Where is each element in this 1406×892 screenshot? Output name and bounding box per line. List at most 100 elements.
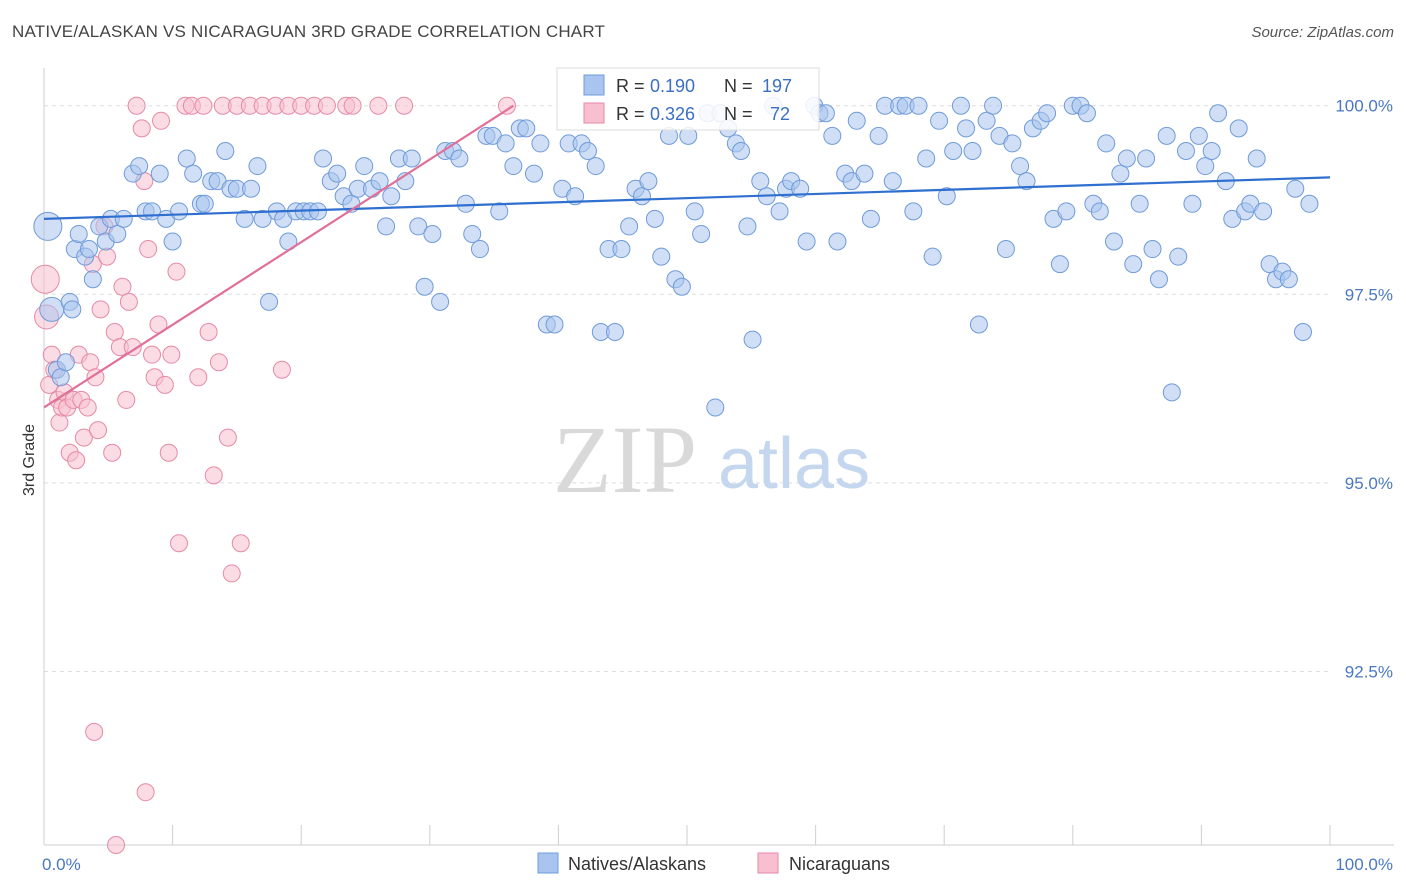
- x-tick-label: 0.0%: [42, 855, 81, 874]
- data-point: [370, 172, 389, 191]
- watermark-zip: ZIP: [553, 406, 697, 513]
- data-point: [743, 330, 762, 349]
- data-point: [136, 783, 155, 802]
- data-point: [791, 179, 810, 198]
- legend-r-label: R =: [616, 76, 645, 96]
- data-point: [409, 217, 428, 236]
- source-credit: Source: ZipAtlas.com: [1251, 24, 1394, 41]
- data-point: [74, 428, 93, 447]
- data-point: [204, 466, 223, 485]
- data-point: [1286, 179, 1305, 198]
- stats-legend: R = 0.190 N = 197 R = 0.326 N = 72: [556, 67, 820, 131]
- data-point: [969, 315, 988, 334]
- data-point: [1143, 240, 1162, 259]
- data-point: [566, 187, 585, 206]
- bottom-legend-label: Nicaraguans: [789, 854, 890, 874]
- legend-n-value: 197: [762, 76, 792, 96]
- data-point: [685, 202, 704, 221]
- data-point: [470, 240, 489, 259]
- data-point: [123, 338, 142, 357]
- data-point: [1279, 270, 1298, 289]
- data-point: [1017, 172, 1036, 191]
- data-point: [317, 96, 336, 115]
- data-point: [130, 157, 149, 176]
- data-point: [127, 96, 146, 115]
- data-point: [1189, 126, 1208, 145]
- data-point: [883, 172, 902, 191]
- data-point: [63, 300, 82, 319]
- data-point: [828, 232, 847, 251]
- data-point: [751, 172, 770, 191]
- data-point: [103, 443, 122, 462]
- data-point: [194, 96, 213, 115]
- y-axis-label: 3rd Grade: [21, 424, 38, 496]
- watermark-atlas: atlas: [718, 424, 870, 504]
- data-point: [1196, 157, 1215, 176]
- data-point: [39, 296, 65, 322]
- data-point: [930, 111, 949, 130]
- legend-r-label: R =: [616, 104, 645, 124]
- data-point: [586, 157, 605, 176]
- data-point: [652, 247, 671, 266]
- data-point: [944, 141, 963, 160]
- legend-n-label: N =: [724, 104, 753, 124]
- bottom-legend-swatch-blue: [537, 852, 559, 874]
- data-point: [1038, 104, 1057, 123]
- data-point: [996, 240, 1015, 259]
- bottom-legend: Natives/Alaskans Nicaraguans: [537, 852, 890, 874]
- data-point: [83, 270, 102, 289]
- data-point: [1149, 270, 1168, 289]
- data-point: [984, 96, 1003, 115]
- data-point: [431, 292, 450, 311]
- data-point: [308, 202, 327, 221]
- trend-line: [43, 176, 1331, 220]
- data-point: [1157, 126, 1176, 145]
- data-point: [632, 187, 651, 206]
- data-point: [218, 428, 237, 447]
- data-point: [199, 323, 218, 342]
- data-point: [114, 209, 133, 228]
- data-point: [823, 126, 842, 145]
- data-point: [382, 187, 401, 206]
- data-point: [30, 264, 60, 294]
- data-point: [195, 194, 214, 213]
- data-point: [1104, 232, 1123, 251]
- data-point: [497, 96, 516, 115]
- data-point: [1011, 157, 1030, 176]
- data-point: [1090, 202, 1109, 221]
- data-point: [235, 209, 254, 228]
- trend-line: [43, 104, 514, 409]
- data-point: [770, 202, 789, 221]
- data-point: [692, 224, 711, 243]
- data-point: [847, 111, 866, 130]
- data-point: [951, 96, 970, 115]
- x-tick-labels: 0.0% 100.0%: [42, 855, 1393, 874]
- data-point: [119, 292, 138, 311]
- data-point: [1300, 194, 1319, 213]
- data-point: [490, 202, 509, 221]
- data-point: [937, 187, 956, 206]
- data-point: [355, 157, 374, 176]
- data-point: [33, 211, 63, 241]
- data-point: [248, 157, 267, 176]
- data-point: [56, 353, 75, 372]
- data-point: [272, 360, 291, 379]
- data-point: [1254, 202, 1273, 221]
- data-point: [170, 202, 189, 221]
- data-point: [463, 224, 482, 243]
- data-point: [605, 323, 624, 342]
- y-tick-label: 100.0%: [1335, 97, 1393, 116]
- data-point: [231, 534, 250, 553]
- y-tick-label: 95.0%: [1345, 474, 1393, 493]
- data-point: [1111, 164, 1130, 183]
- data-point: [1183, 194, 1202, 213]
- data-point: [456, 194, 475, 213]
- data-point: [50, 413, 69, 432]
- data-point: [1124, 255, 1143, 274]
- data-point: [184, 164, 203, 183]
- bottom-legend-label: Natives/Alaskans: [568, 854, 706, 874]
- data-point: [861, 209, 880, 228]
- data-point: [113, 277, 132, 296]
- data-point: [402, 149, 421, 168]
